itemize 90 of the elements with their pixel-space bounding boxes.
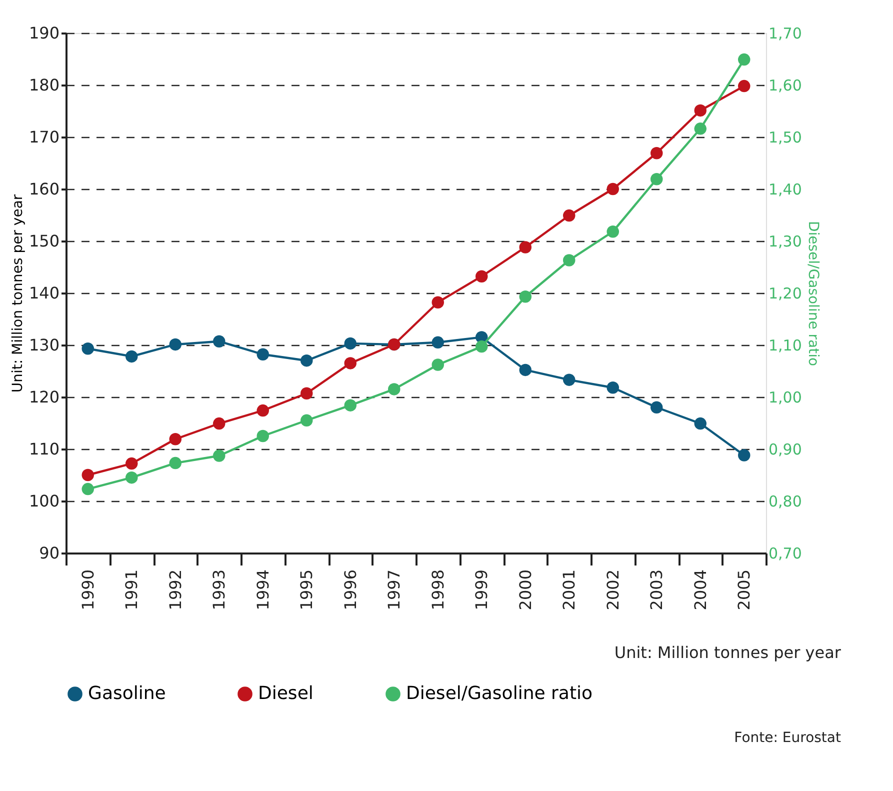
point: [563, 374, 576, 386]
point: [650, 401, 663, 414]
y2-tick-label: 1,10: [768, 336, 802, 354]
y-tick-label: 100: [28, 492, 60, 510]
point: [694, 122, 706, 135]
point: [519, 241, 532, 254]
point: [694, 104, 706, 117]
point: [82, 342, 94, 355]
y2-tick-label: 1,30: [768, 232, 802, 250]
x-tick-label: 1999: [472, 570, 492, 610]
y-tick-label: 160: [28, 180, 60, 198]
legend-label: Diesel: [258, 683, 314, 704]
x-tick-label: 1994: [253, 570, 272, 610]
point: [738, 449, 750, 462]
point: [169, 338, 182, 351]
text: Unit: Million tonnes per year: [614, 643, 842, 662]
point: [476, 340, 488, 353]
y-tick-label: 140: [28, 284, 60, 302]
y2-tick-label: 0,80: [768, 492, 802, 510]
point: [213, 335, 226, 348]
x-tick-label: 1991: [122, 570, 142, 610]
legend-label: Diesel/Gasoline ratio: [406, 683, 593, 704]
y2-axis-title: Diesel/Gasoline ratio: [804, 220, 821, 366]
x-tick-label: 2005: [734, 570, 754, 610]
point: [82, 468, 94, 482]
y2-tick-label: 0,70: [768, 544, 802, 562]
point: [432, 296, 444, 308]
x-tick-label: 1995: [297, 570, 316, 610]
point: [563, 254, 576, 266]
y2-tick-label: 1,70: [768, 24, 802, 42]
point: [344, 399, 356, 412]
point: [344, 337, 356, 350]
point: [256, 404, 269, 417]
point: [169, 456, 182, 470]
point: [300, 387, 313, 400]
x-tick-label: 2000: [516, 570, 535, 610]
point: [388, 383, 400, 396]
point: [650, 173, 663, 186]
y2-tick-label: 1,20: [768, 284, 802, 302]
x-tick-label: 1996: [340, 570, 360, 610]
x-tick-label: 1990: [78, 570, 98, 610]
point: [738, 53, 750, 66]
point: [432, 358, 444, 371]
x-tick-label: 1992: [166, 570, 185, 610]
y-axis-title: Unit: Million tonnes per year: [10, 194, 26, 393]
y-tick-label: 120: [28, 388, 60, 406]
point: [126, 457, 138, 470]
point: [650, 147, 663, 160]
point: [432, 336, 444, 349]
y2-tick-label: 1,60: [768, 76, 802, 94]
point: [300, 414, 313, 427]
x-tick-label: 2003: [647, 570, 666, 610]
x-tick-label: 1998: [428, 570, 448, 610]
y2-tick-label: 1,50: [768, 128, 802, 146]
point: [606, 382, 619, 394]
x-tick-label: 1997: [384, 570, 404, 610]
y-tick-label: 170: [28, 128, 60, 146]
y2-tick-label: 0,90: [768, 440, 802, 458]
point: [126, 471, 138, 484]
point: [694, 417, 706, 430]
point: [256, 430, 269, 442]
point: [519, 290, 532, 303]
y-tick-label: 180: [28, 76, 60, 94]
x-tick-label: 2001: [560, 570, 579, 610]
point: [606, 226, 619, 238]
point: [213, 450, 226, 462]
y-tick-label: 90: [39, 544, 60, 562]
point: [169, 433, 182, 446]
point: [738, 80, 750, 92]
x-tick-label: 2004: [690, 570, 710, 610]
point: [82, 482, 94, 496]
legend-label: Gasoline: [88, 683, 166, 704]
y-tick-label: 150: [28, 232, 60, 250]
y2-tick-label: 1,40: [768, 180, 802, 198]
point: [344, 357, 356, 370]
point: [563, 209, 576, 222]
point: [476, 270, 488, 282]
x-tick-label: 2002: [603, 570, 622, 610]
point: [256, 348, 269, 360]
y-tick-label: 190: [28, 24, 60, 42]
x-tick-label: 1993: [210, 570, 229, 610]
y2-tick-label: 1,00: [768, 388, 802, 406]
point: [126, 350, 138, 363]
point: [213, 417, 226, 430]
y-tick-label: 110: [28, 440, 60, 458]
y-tick-label: 130: [28, 336, 60, 354]
point: [606, 182, 619, 196]
point: [300, 354, 313, 367]
point: [519, 364, 532, 376]
source-note: Fonte: Eurostat: [734, 730, 842, 746]
